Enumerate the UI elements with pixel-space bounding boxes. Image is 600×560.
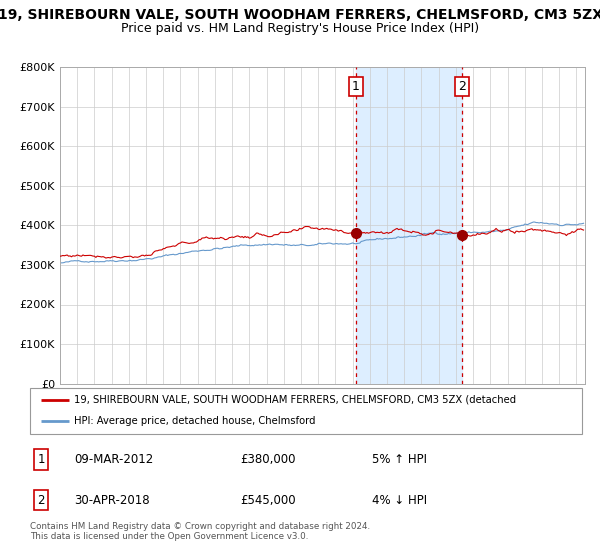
Text: 5% ↑ HPI: 5% ↑ HPI (372, 453, 427, 466)
Text: Contains HM Land Registry data © Crown copyright and database right 2024.
This d: Contains HM Land Registry data © Crown c… (30, 522, 370, 542)
Text: £380,000: £380,000 (240, 453, 295, 466)
FancyBboxPatch shape (30, 388, 582, 434)
Text: 19, SHIREBOURN VALE, SOUTH WOODHAM FERRERS, CHELMSFORD, CM3 5ZX: 19, SHIREBOURN VALE, SOUTH WOODHAM FERRE… (0, 8, 600, 22)
Bar (356, 67, 461, 384)
Text: 30-APR-2018: 30-APR-2018 (74, 493, 150, 507)
Text: 19, SHIREBOURN VALE, SOUTH WOODHAM FERRERS, CHELMSFORD, CM3 5ZX (detached: 19, SHIREBOURN VALE, SOUTH WOODHAM FERRE… (74, 395, 516, 404)
Text: Price paid vs. HM Land Registry's House Price Index (HPI): Price paid vs. HM Land Registry's House … (121, 22, 479, 35)
Text: 2: 2 (37, 493, 45, 507)
Text: 4% ↓ HPI: 4% ↓ HPI (372, 493, 427, 507)
Text: 09-MAR-2012: 09-MAR-2012 (74, 453, 154, 466)
Text: 1: 1 (37, 453, 45, 466)
Text: £545,000: £545,000 (240, 493, 295, 507)
Text: 2: 2 (458, 80, 466, 93)
Text: HPI: Average price, detached house, Chelmsford: HPI: Average price, detached house, Chel… (74, 416, 316, 426)
Text: 1: 1 (352, 80, 360, 93)
